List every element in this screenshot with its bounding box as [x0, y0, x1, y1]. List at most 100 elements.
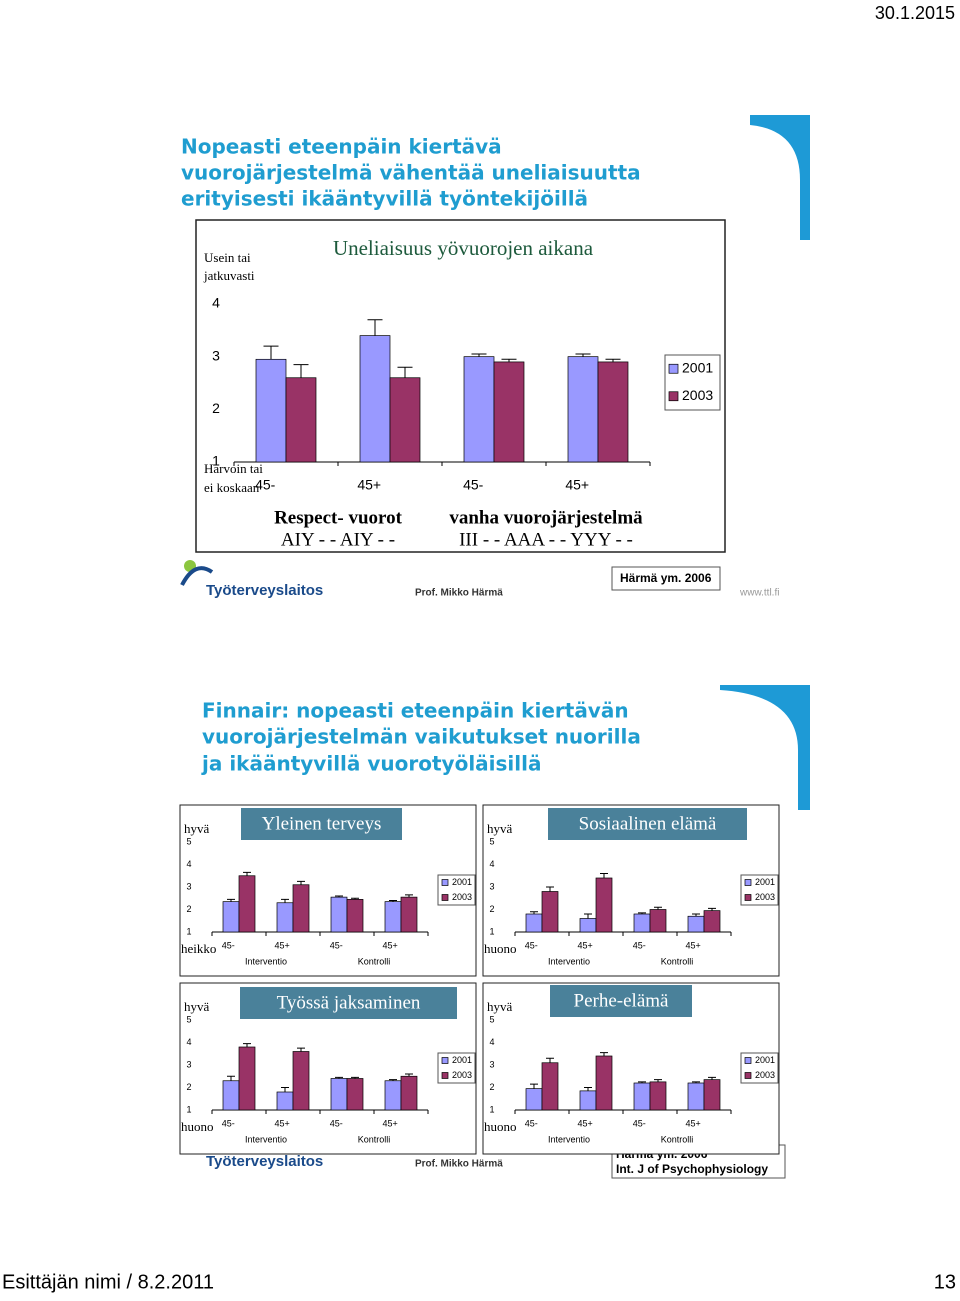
- y-tick-label: 4: [489, 1037, 494, 1047]
- error-bar: [397, 366, 413, 378]
- x-tick-label: 45-: [525, 940, 538, 950]
- x-tick-label: 45-: [633, 940, 646, 950]
- bar: [525, 1088, 543, 1111]
- slide-title: Finnair: nopeasti eteenpäin kiertävän: [202, 699, 629, 723]
- x-tick-label: 45+: [686, 940, 701, 950]
- legend-swatch: [744, 894, 752, 901]
- error-bar: [471, 353, 487, 357]
- bar: [579, 918, 597, 933]
- chart-title-box: [548, 808, 747, 840]
- bar: [330, 1078, 348, 1111]
- x-tick-label: 45-: [330, 940, 343, 950]
- y-tick-label: 5: [186, 1014, 191, 1024]
- group-label: Respect- vuorot: [274, 507, 403, 528]
- slide-title: vuorojärjestelmän vaikutukset nuorilla: [202, 725, 641, 749]
- x-tick-label: 45-: [222, 1118, 235, 1128]
- x-tick-label: 45+: [686, 1118, 701, 1128]
- bar: [389, 377, 421, 463]
- error-bar: [351, 1076, 359, 1079]
- error-bar: [546, 886, 554, 892]
- legend-swatch: [668, 391, 679, 402]
- group-label: Interventio: [548, 956, 590, 966]
- bar: [649, 1081, 667, 1111]
- y-tick-label: 4: [186, 859, 191, 869]
- bar: [649, 909, 667, 933]
- y-top-label: hyvä: [184, 999, 210, 1014]
- error-bar: [654, 1079, 662, 1082]
- bar: [541, 1062, 559, 1111]
- error-bar: [263, 345, 279, 360]
- y-tick-label: 2: [186, 1082, 191, 1092]
- legend-swatch: [744, 1072, 752, 1079]
- error-bar: [638, 912, 646, 914]
- error-bar: [575, 353, 591, 357]
- bar: [595, 877, 613, 933]
- bar: [292, 884, 310, 933]
- bar: [346, 899, 364, 933]
- legend-swatch: [441, 894, 449, 901]
- legend-label: 2001: [452, 877, 472, 887]
- bar: [567, 356, 599, 463]
- reference: Härmä ym. 2006: [620, 571, 712, 585]
- y-tick-label: 3: [186, 881, 191, 891]
- error-bar: [600, 1052, 608, 1056]
- group-label: Kontrolli: [358, 1134, 391, 1144]
- x-tick-label: 45+: [275, 1118, 290, 1128]
- group-label: Kontrolli: [661, 1134, 694, 1144]
- x-tick-label: 45+: [383, 940, 398, 950]
- chart-title-box: [550, 985, 692, 1017]
- bar: [525, 913, 543, 933]
- x-tick-label: 45-: [525, 1118, 538, 1128]
- x-tick-label: 45-: [222, 940, 235, 950]
- y-tick-label: 5: [489, 836, 494, 846]
- slide-title: erityisesti ikääntyvillä työntekijöillä: [181, 187, 588, 211]
- bar: [330, 896, 348, 933]
- error-bar: [297, 880, 305, 885]
- group-label: Kontrolli: [358, 956, 391, 966]
- logo-text: Työterveyslaitos: [206, 582, 323, 599]
- bar: [633, 913, 651, 933]
- error-bar: [501, 358, 517, 362]
- bar: [400, 1075, 418, 1111]
- slide-decoration: [750, 115, 810, 240]
- legend-swatch: [441, 1072, 449, 1079]
- slide-title: vuorojärjestelmä vähentää uneliaisuutta: [181, 161, 641, 185]
- bar: [463, 356, 495, 463]
- error-bar: [227, 898, 235, 902]
- x-tick-label: 45+: [357, 477, 381, 493]
- error-bar: [367, 319, 383, 336]
- bar: [687, 1082, 705, 1111]
- legend-label: 2001: [452, 1055, 472, 1065]
- error-bar: [351, 897, 359, 900]
- error-bar: [654, 906, 662, 910]
- x-tick-label: 45-: [255, 477, 276, 493]
- legend-swatch: [668, 363, 679, 374]
- bar: [400, 896, 418, 933]
- error-bar: [584, 1087, 592, 1091]
- author: Prof. Mikko Härmä: [415, 588, 503, 599]
- error-bar: [389, 1079, 397, 1081]
- error-bar: [405, 894, 413, 898]
- y-tick-label: 1: [212, 453, 220, 469]
- legend-label: 2003: [682, 387, 713, 403]
- legend-label: 2003: [452, 892, 472, 902]
- chart-title-box: [241, 808, 402, 840]
- error-bar: [389, 900, 397, 902]
- y-tick-label: 3: [212, 347, 220, 363]
- bar: [238, 875, 256, 933]
- bar: [285, 377, 317, 463]
- error-bar: [243, 871, 251, 876]
- y-bottom-label: Harvoin tai: [204, 461, 263, 476]
- y-top-label: hyvä: [487, 999, 513, 1014]
- error-bar: [546, 1057, 554, 1063]
- chart-title: Uneliaisuus yövuorojen aikana: [333, 236, 594, 260]
- error-bar: [227, 1075, 235, 1081]
- header-date: 30.1.2015: [875, 3, 955, 23]
- error-bar: [335, 1076, 343, 1079]
- group-label: Interventio: [548, 1134, 590, 1144]
- slide-decoration: [720, 685, 810, 810]
- x-tick-label: 45+: [565, 477, 589, 493]
- x-tick-label: 45+: [578, 1118, 593, 1128]
- x-tick-label: 45-: [463, 477, 484, 493]
- y-tick-label: 4: [489, 859, 494, 869]
